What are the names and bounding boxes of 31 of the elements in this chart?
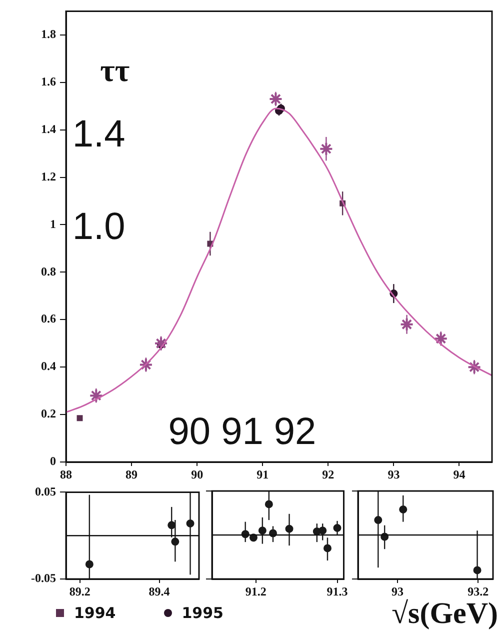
y-tick-label: 0.6	[41, 312, 56, 326]
y-tick-label: 1.6	[41, 74, 56, 88]
legend-label: 1995	[182, 604, 224, 622]
x-tick-label: 93	[391, 584, 404, 598]
x-tick-label: 91.3	[326, 584, 348, 598]
y-tick-label: 1.2	[41, 169, 56, 184]
x-tick-label: 94	[453, 467, 466, 482]
annotation: 90 91 92	[168, 410, 316, 453]
x-tick-label: 89	[126, 467, 138, 482]
annotation: 1.0	[72, 206, 126, 248]
x-tick-label: 93.2	[468, 584, 489, 598]
y-tick-label: 0	[50, 454, 56, 468]
annotation: ττ	[100, 52, 130, 88]
x-tick-label: 89.2	[69, 584, 90, 598]
y-tick-label: 1.8	[41, 27, 56, 42]
x-tick-label: 89.4	[148, 584, 170, 598]
y-tick-label: 1.4	[41, 122, 56, 136]
y-tick-label: 0.8	[41, 264, 56, 278]
y-tick-label: 0.4	[41, 359, 56, 374]
x-tick-label: 90	[191, 467, 204, 482]
x-axis-title: √s(GeV)	[392, 597, 498, 630]
x-tick-label: 88	[60, 467, 72, 482]
x-tick-label: 92	[322, 467, 334, 482]
legend-label: 1994	[74, 604, 116, 622]
x-tick-label: 91.2	[245, 584, 266, 598]
y-tick-label: -0.05	[31, 571, 56, 586]
x-tick-label: 91	[256, 467, 269, 482]
y-tick-label: 0.2	[41, 406, 56, 421]
x-tick-label: 93	[388, 467, 400, 482]
y-tick-label: 1	[50, 216, 56, 231]
y-tick-label: 0.05	[35, 484, 56, 498]
